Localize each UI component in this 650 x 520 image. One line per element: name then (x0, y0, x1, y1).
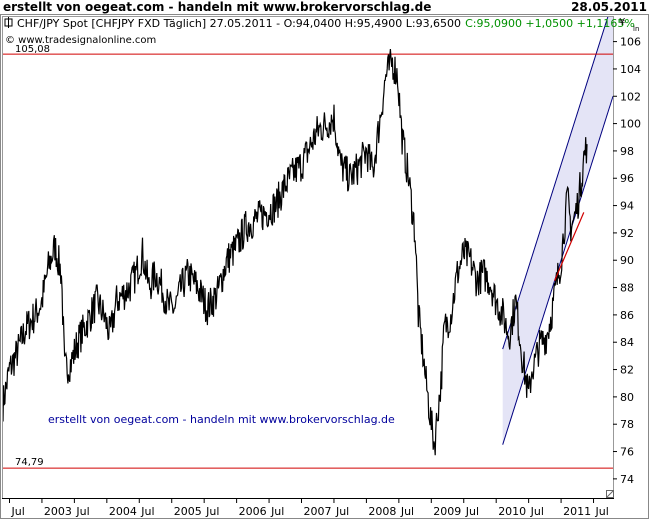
trend-channel-upper-line (502, 17, 609, 350)
y-tick-label: 78 (620, 418, 634, 431)
chart-title-main: CHF/JPY Spot [CHFJPY FXD Täglich] 27.05.… (17, 17, 461, 30)
header-date: 28.05.2011 (571, 0, 647, 14)
chart-title-change: C:95,0900 +1,0500 +1,1165% (465, 17, 635, 30)
header-left: erstellt von oegeat.com - handeln mit ww… (3, 0, 432, 14)
x-tick-label: 2003 (44, 505, 72, 518)
watermark-text: erstellt von oegeat.com - handeln mit ww… (48, 413, 395, 426)
y-tick-label: 74 (620, 473, 634, 486)
chart-outer-frame (0, 14, 649, 519)
price-series-line (3, 49, 588, 456)
x-tick-label: Jul (10, 505, 24, 518)
x-tick-label: 2007 (304, 505, 332, 518)
x-axis: Jul 2003 Jul 2004 Jul 2005 Jul 2006 Jul 2007 Jul 20… (8, 498, 609, 518)
y-tick-label: 76 (620, 446, 634, 459)
y-tick-label: 82 (620, 364, 634, 377)
x-tick-label: Jul (400, 505, 414, 518)
x-tick-label: Jul (465, 505, 479, 518)
y-tick-label: 94 (620, 200, 634, 213)
y-tick-label: 104 (620, 63, 641, 76)
resize-handle-icon[interactable] (606, 490, 614, 498)
y-tick-label: 86 (620, 309, 634, 322)
y-tick-label: 98 (620, 145, 634, 158)
x-tick-label: Jul (75, 505, 89, 518)
x-tick-label: 2010 (498, 505, 526, 518)
trend-channel-fill (502, 17, 613, 445)
x-tick-label: 2004 (109, 505, 137, 518)
y-tick-label: 92 (620, 227, 634, 240)
x-tick-label: 2008 (368, 505, 396, 518)
title-icon (4, 17, 13, 28)
x-tick-label: 2006 (239, 505, 267, 518)
source-label: © www.tradesignalonline.com (5, 35, 156, 46)
x-tick-label: 2009 (433, 505, 461, 518)
y-tick-label: 102 (620, 90, 641, 103)
x-tick-label: Jul (530, 505, 544, 518)
x-tick-label: Jul (335, 505, 349, 518)
support-label: 74,79 (15, 457, 44, 468)
resistance-label: 105,08 (15, 44, 50, 55)
y-tick-label: 100 (620, 118, 641, 131)
currency-symbol: ¥ (619, 17, 625, 28)
x-tick-label: 2005 (174, 505, 202, 518)
y-tick-label: 80 (620, 391, 634, 404)
y-tick-label: 96 (620, 172, 634, 185)
x-tick-label: Jul (205, 505, 219, 518)
x-tick-label: Jul (140, 505, 154, 518)
log-indicator: ln (633, 25, 639, 33)
red-trend-line (554, 212, 585, 281)
y-axis: 74 76 78 80 82 84 86 88 90 92 94 96 98 100 102 104 106 (613, 36, 641, 486)
y-tick-label: 84 (620, 336, 634, 349)
y-tick-label: 106 (620, 36, 641, 49)
chart-title: CHF/JPY Spot [CHFJPY FXD Täglich] 27.05.… (17, 17, 635, 30)
x-tick-label: Jul (270, 505, 284, 518)
plot-frame (2, 16, 614, 499)
y-tick-label: 88 (620, 282, 634, 295)
y-tick-label: 90 (620, 254, 634, 267)
x-tick-label: Jul (595, 505, 609, 518)
x-tick-label: 2011 (563, 505, 591, 518)
